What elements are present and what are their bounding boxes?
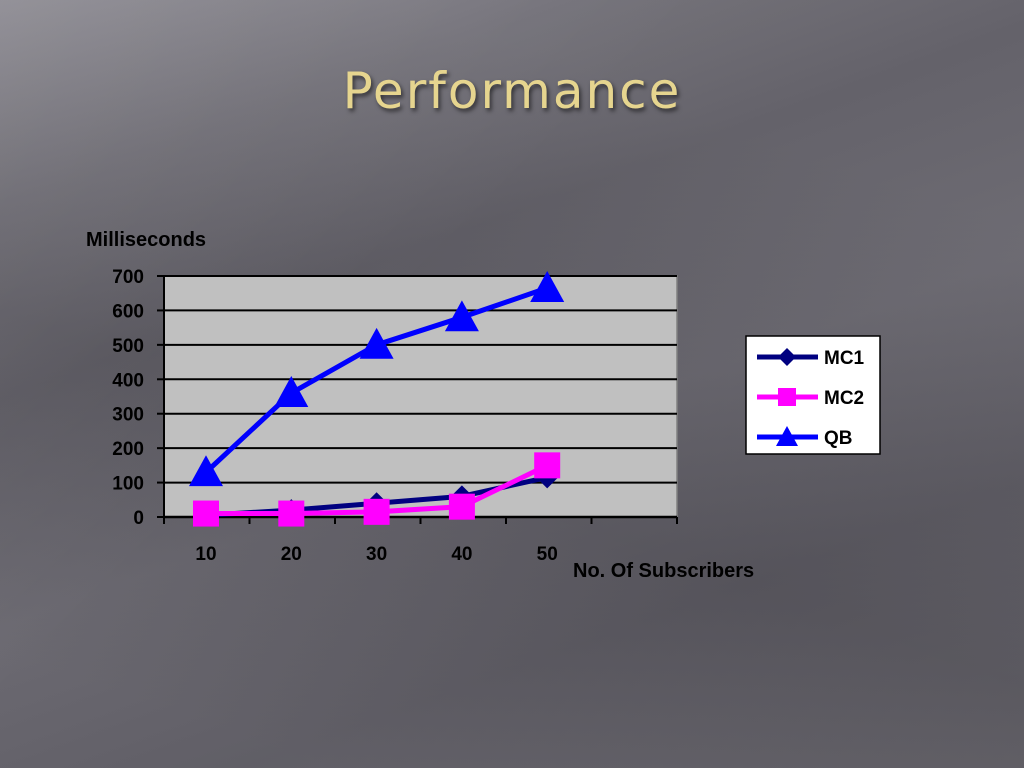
legend: MC1 MC2 QB [745,335,881,455]
point-mc2-20 [278,500,305,527]
point-mc2-50 [534,452,561,479]
x-tick-label-30: 30 [366,544,387,565]
y-axis-label: Milliseconds [86,229,206,251]
plot-area [163,275,678,518]
point-mc2-30 [363,498,390,525]
y-tick-label-500: 500 [112,336,144,357]
point-mc2-40 [448,493,475,520]
x-tick-label-20: 20 [281,544,302,565]
y-tick-label-0: 0 [133,508,144,529]
y-tick-label-100: 100 [112,474,144,495]
x-axis-label: No. Of Subscribers [573,560,754,582]
legend-label-mc1: MC1 [824,348,865,369]
legend-marker-mc2 [778,388,796,406]
y-tick-label-200: 200 [112,439,144,460]
x-tick-label-10: 10 [195,544,216,565]
legend-label-qb: QB [824,428,853,449]
point-qb-30 [359,327,394,359]
y-tick-label-600: 600 [112,301,144,322]
x-tick-label-50: 50 [537,544,558,565]
y-tick-label-400: 400 [112,370,144,391]
legend-marker-qb [776,426,798,447]
legend-marker-mc1 [778,348,796,366]
x-tick-label-40: 40 [451,544,472,565]
axes: 0 100 200 300 400 500 600 700 10 20 30 40 50 [112,267,678,565]
y-tick-label-700: 700 [112,267,144,288]
slide-title: Performance [342,62,682,120]
point-qb-40 [444,300,479,332]
y-tick-label-300: 300 [112,405,144,426]
point-mc2-10 [193,500,219,527]
legend-label-mc2: MC2 [824,388,864,409]
point-qb-10 [189,455,223,487]
gridlines [164,275,677,484]
series-lines [189,271,565,527]
point-qb-20 [274,376,309,407]
point-qb-50 [530,271,565,302]
